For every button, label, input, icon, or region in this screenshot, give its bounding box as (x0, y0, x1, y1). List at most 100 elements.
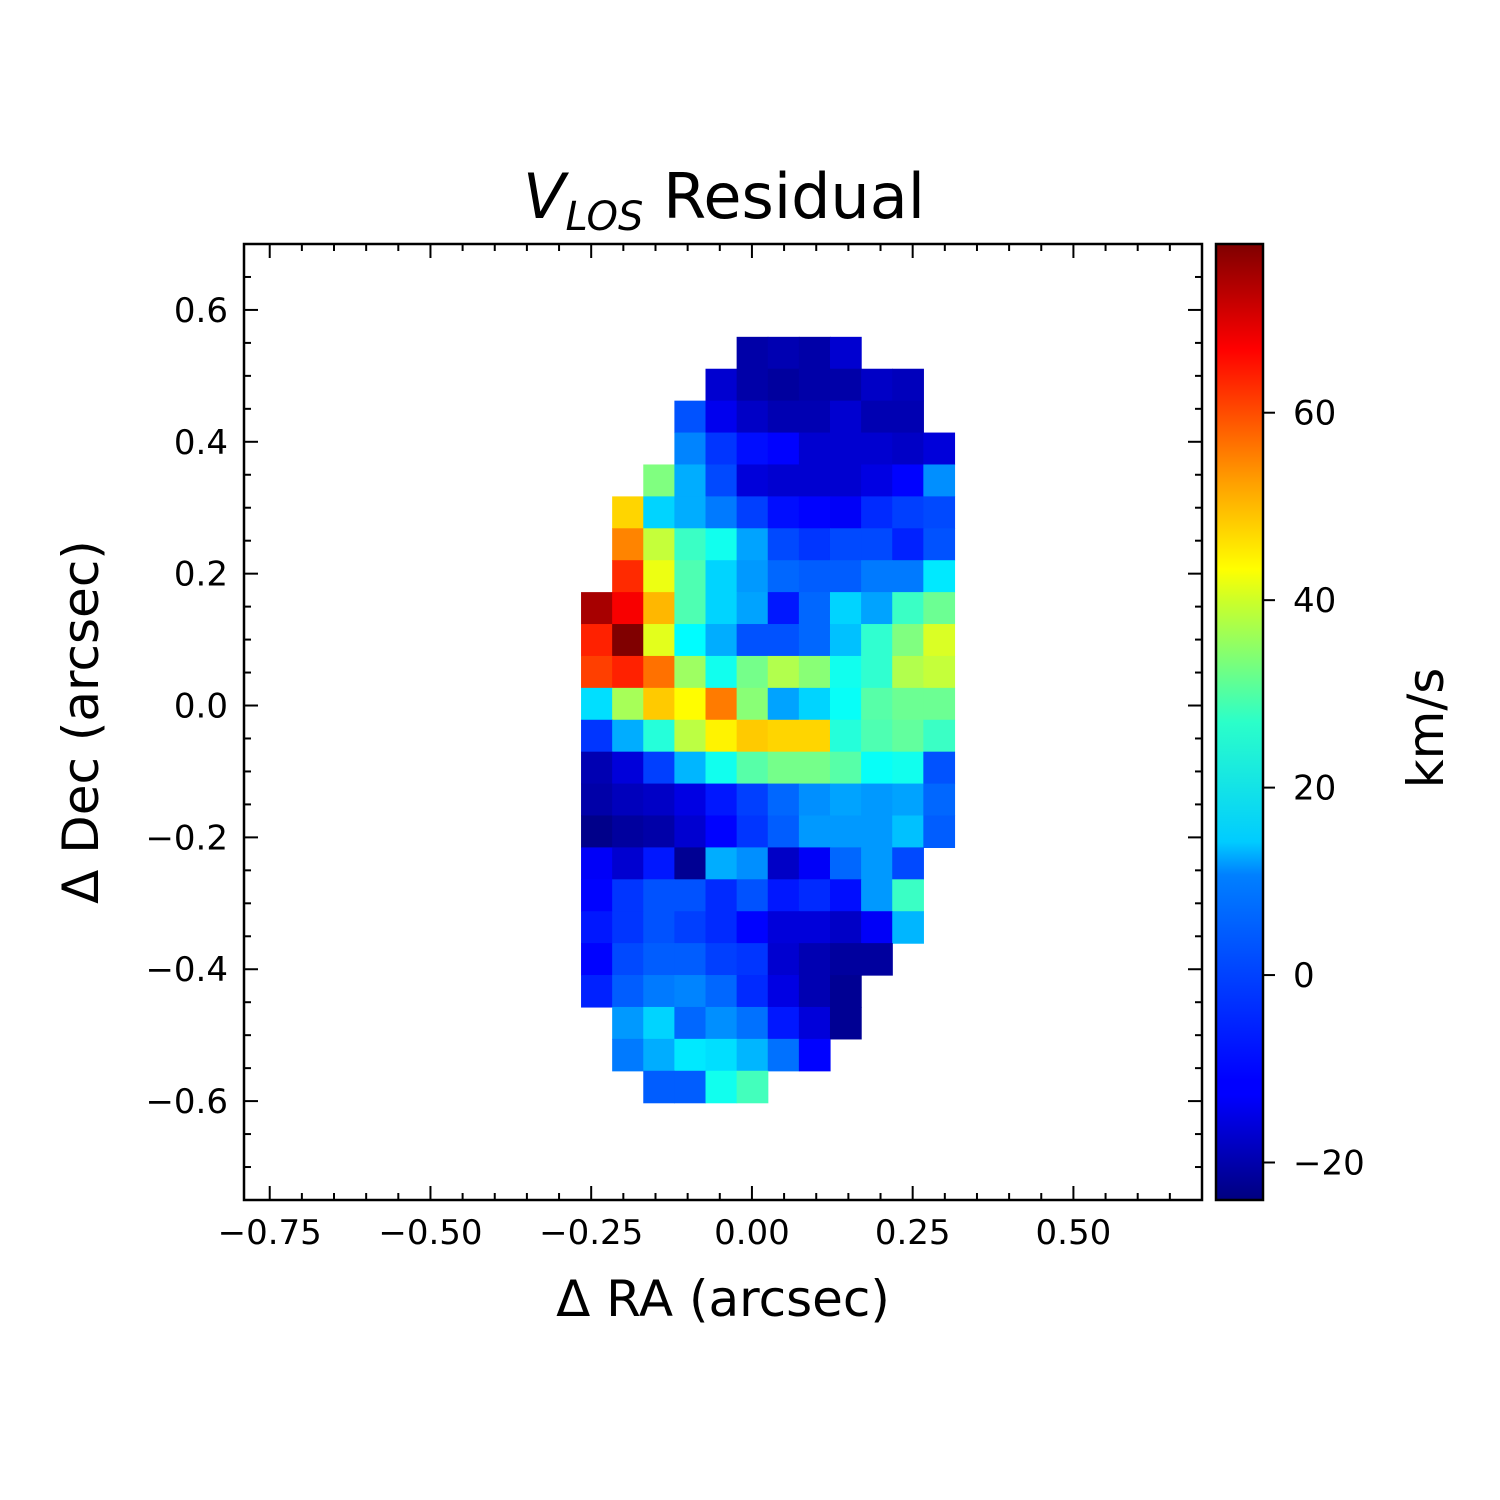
heatmap-cell (643, 528, 675, 561)
heatmap-cell (674, 400, 707, 434)
heatmap-cell (736, 1038, 769, 1072)
heatmap-cell (736, 528, 769, 561)
heatmap-cell (643, 655, 675, 689)
heatmap-cell (829, 432, 862, 466)
heatmap-cell (705, 496, 738, 529)
heatmap-cell (923, 815, 956, 848)
heatmap-cell (861, 464, 893, 497)
heatmap-cell (861, 879, 893, 912)
heatmap-cell (892, 815, 924, 848)
heatmap-cell (736, 496, 769, 529)
colorbar-tick-label: 20 (1293, 769, 1336, 809)
heatmap-cell (643, 943, 675, 976)
title-subscript: LOS (565, 194, 643, 240)
heatmap-cell (923, 655, 956, 689)
heatmap-cell (612, 496, 644, 529)
heatmap-cell (705, 624, 738, 657)
x-tick-label: −0.50 (378, 1213, 482, 1253)
heatmap-cell (736, 751, 769, 785)
heatmap-cell (861, 783, 893, 817)
heatmap-cell (674, 655, 707, 689)
heatmap-cell (767, 687, 800, 721)
heatmap-cell (861, 592, 893, 625)
heatmap-cell (861, 368, 893, 402)
heatmap-cell (581, 719, 613, 753)
heatmap-cell (892, 911, 924, 944)
heatmap-cell (612, 911, 644, 944)
heatmap-cell (829, 560, 862, 593)
heatmap-cell (643, 496, 675, 529)
x-axis-label: Δ RA (arcsec) (556, 1270, 890, 1328)
heatmap-cell (612, 783, 644, 817)
heatmap-cell (798, 655, 831, 689)
heatmap-cell (674, 751, 707, 785)
heatmap-cell (923, 592, 956, 625)
heatmap-cell (767, 943, 800, 976)
heatmap-cell (581, 592, 613, 625)
heatmap-cell (923, 464, 956, 497)
heatmap-cell (736, 624, 769, 657)
heatmap-cell (767, 496, 800, 529)
heatmap-cell (798, 783, 831, 817)
heatmap-cell (923, 751, 956, 785)
heatmap-cell (861, 687, 893, 721)
heatmap-cell (581, 624, 613, 657)
heatmap-cell (861, 528, 893, 561)
heatmap-cell (892, 496, 924, 529)
heatmap-cell (643, 719, 675, 753)
heatmap-cell (829, 847, 862, 880)
heatmap-cell (798, 1006, 831, 1040)
heatmap-cell (705, 592, 738, 625)
heatmap-cell (798, 592, 831, 625)
heatmap-cell (892, 432, 924, 466)
heatmap-cell (892, 624, 924, 657)
heatmap-cell (861, 496, 893, 529)
heatmap-cell (767, 1006, 800, 1040)
heatmap-cell (923, 783, 956, 817)
heatmap-cell (736, 400, 769, 434)
heatmap-cell (736, 943, 769, 976)
heatmap-cell (892, 400, 924, 434)
heatmap-cell (829, 879, 862, 912)
heatmap-cell (829, 911, 862, 944)
heatmap-cell (736, 368, 769, 402)
heatmap-cell (643, 624, 675, 657)
heatmap-cell (767, 560, 800, 593)
heatmap-cell (612, 1006, 644, 1040)
heatmap-cell (705, 719, 738, 753)
heatmap-cell (612, 528, 644, 561)
heatmap-cell (892, 464, 924, 497)
heatmap-cell (643, 1006, 675, 1040)
heatmap-cell (829, 400, 862, 434)
heatmap-cell (705, 879, 738, 912)
heatmap-cell (861, 847, 893, 880)
heatmap-cell (829, 751, 862, 785)
heatmap-cell (767, 432, 800, 466)
heatmap-cell (736, 847, 769, 880)
heatmap-cell (581, 655, 613, 689)
heatmap-cell (829, 687, 862, 721)
heatmap-cell (767, 1038, 800, 1072)
heatmap-cell (736, 975, 769, 1008)
heatmap-cell (829, 975, 862, 1008)
title-symbol: V (523, 160, 570, 233)
heatmap-cell (736, 1070, 769, 1104)
heatmap-cell (923, 624, 956, 657)
heatmap-cell (612, 815, 644, 848)
heatmap-cell (798, 847, 831, 880)
heatmap-cell (612, 687, 644, 721)
heatmap-cell (892, 560, 924, 593)
heatmap-cell (705, 751, 738, 785)
heatmap-cell (643, 751, 675, 785)
heatmap-cell (581, 911, 613, 944)
heatmap-cell (829, 368, 862, 402)
heatmap-cell (861, 815, 893, 848)
heatmap-cell (581, 783, 613, 817)
heatmap-cell (674, 560, 707, 593)
title-text: Residual (643, 160, 925, 233)
heatmap-cell (705, 847, 738, 880)
heatmap-cell (767, 528, 800, 561)
heatmap-cell (829, 496, 862, 529)
heatmap-cell (861, 560, 893, 593)
heatmap-cell (643, 975, 675, 1008)
